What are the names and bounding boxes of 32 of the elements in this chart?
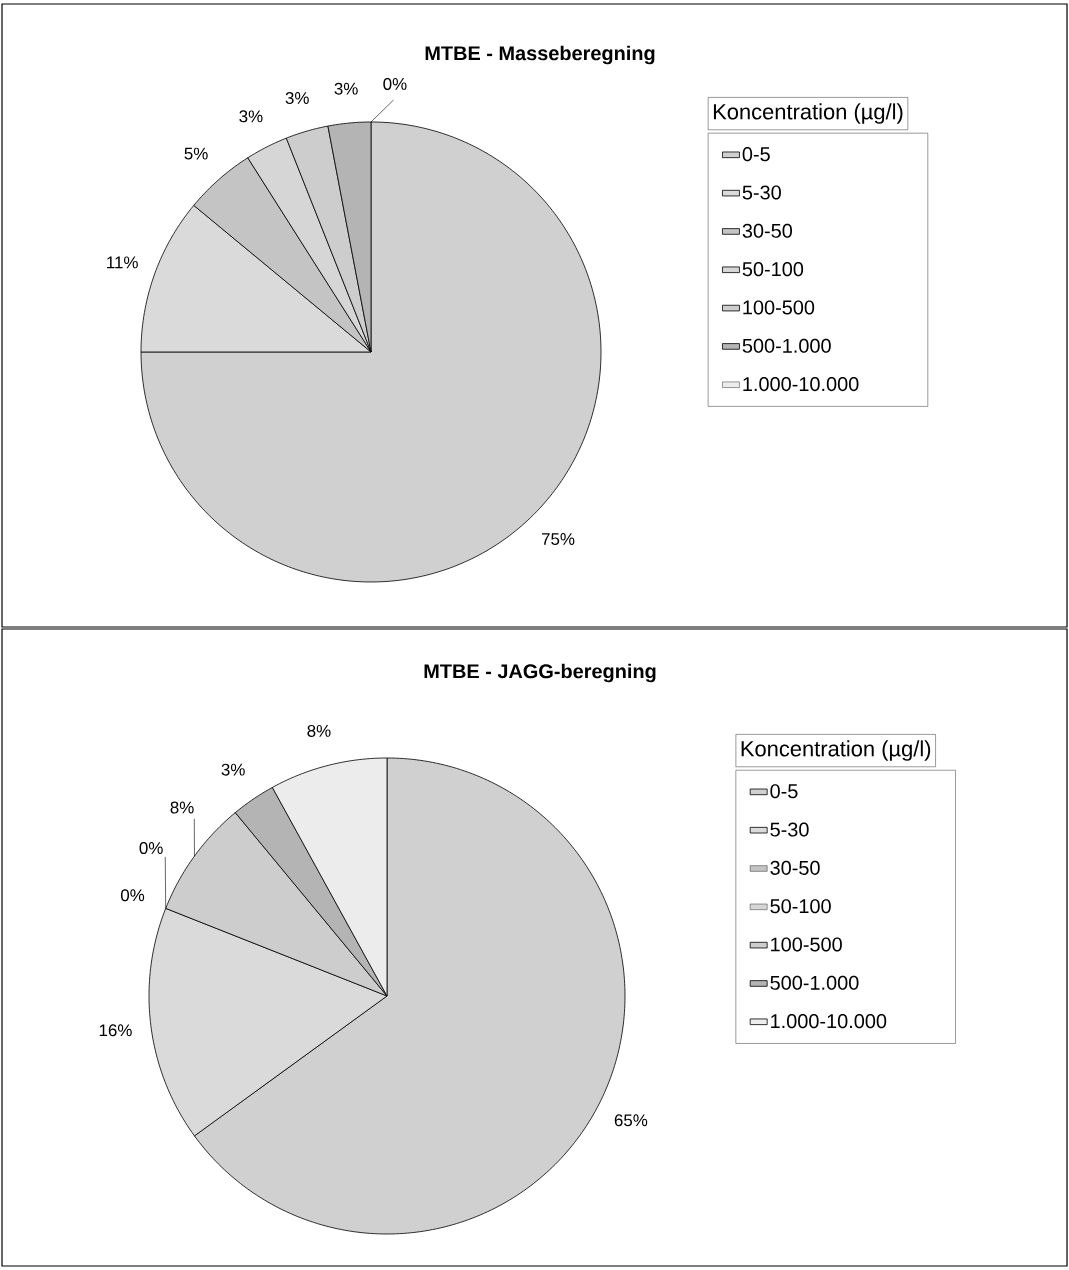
legend-label: 50-100 (770, 899, 831, 914)
data-label: 3% (334, 82, 358, 95)
data-label: 8% (307, 724, 331, 737)
legend-label: 500-1.000 (742, 338, 831, 353)
data-label: 8% (170, 801, 194, 814)
legend-label: 0-5 (742, 147, 770, 162)
chart-title: MTBE - JAGG-beregning (424, 663, 656, 683)
legend-label: 5-30 (770, 822, 809, 837)
legend-title: Koncentration (µg/l) (741, 740, 931, 761)
data-label: 16% (99, 1024, 132, 1037)
text: 0% (383, 77, 407, 90)
text: 0% (120, 889, 145, 902)
legend-label: 1.000-10.000 (743, 377, 859, 392)
legend-label: 0-5 (770, 784, 798, 799)
chart-title: MTBE - Masseberegning (425, 45, 655, 65)
data-label: 5% (184, 147, 208, 160)
legend-label: 100-500 (771, 937, 842, 952)
legend-title: Koncentration (µg/l) (713, 103, 903, 124)
data-label: 65% (614, 1114, 648, 1127)
legend-label: 500-1.000 (770, 975, 859, 990)
data-label: 3% (285, 92, 309, 104)
legend-label: 30-50 (770, 860, 820, 875)
legend-label: 100-500 (743, 300, 815, 315)
data-label: 75% (541, 533, 575, 545)
text: 0% (139, 842, 163, 855)
data-label: 3% (221, 763, 245, 776)
legend-label: 50-100 (742, 262, 804, 277)
legend-label: 1.000-10.000 (771, 1014, 887, 1029)
legend-label: 5-30 (742, 185, 781, 200)
data-label: 3% (239, 110, 263, 123)
legend-label: 30-50 (742, 223, 793, 238)
data-label: 11% (107, 256, 138, 269)
